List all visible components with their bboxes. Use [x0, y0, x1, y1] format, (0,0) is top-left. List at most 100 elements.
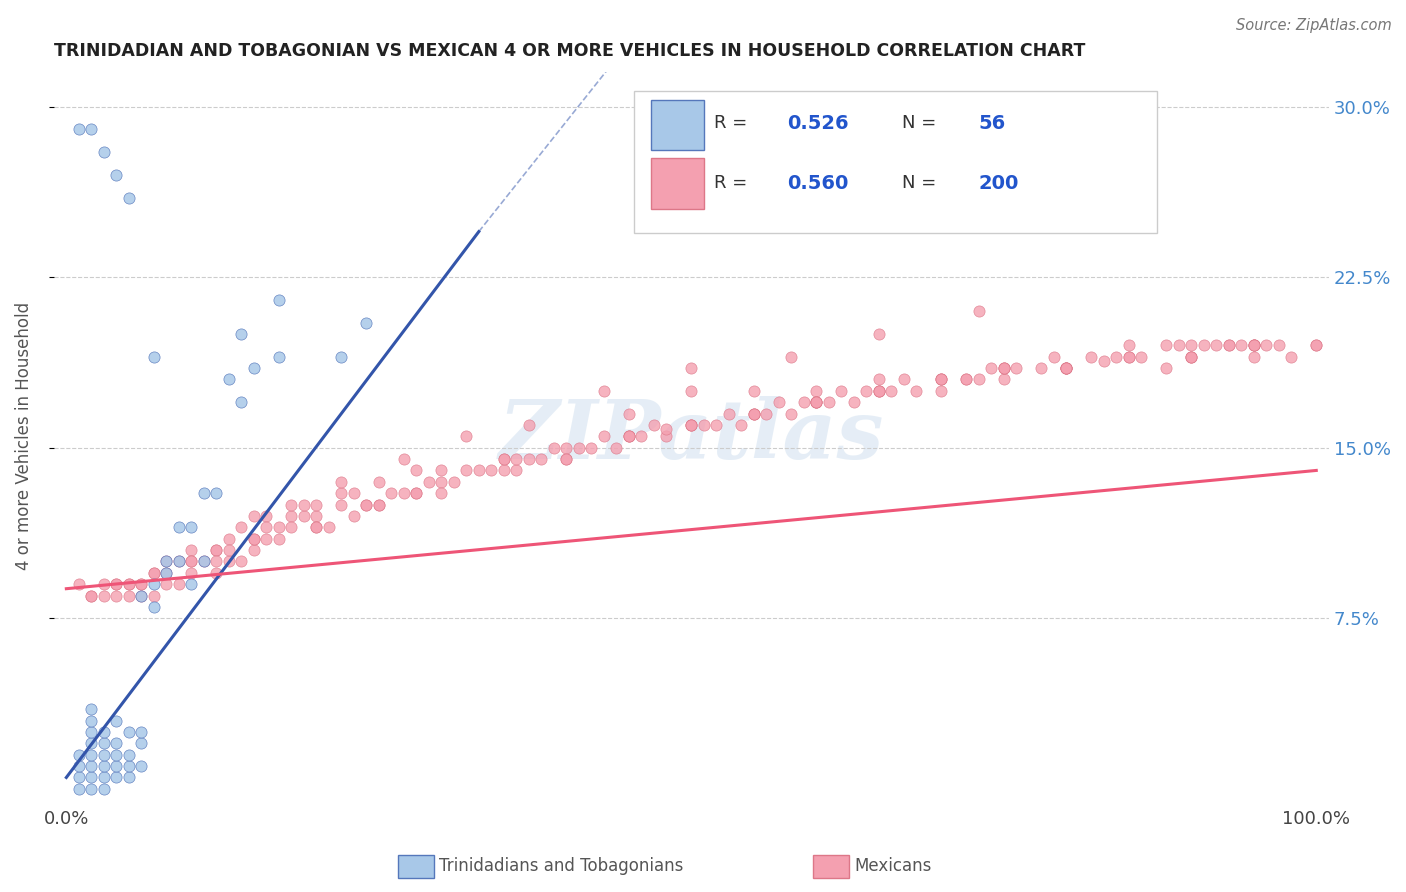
Point	[993, 361, 1015, 376]
Point	[330, 498, 353, 512]
Point	[330, 350, 353, 364]
Point	[1154, 338, 1177, 352]
Text: 0.526: 0.526	[787, 114, 849, 133]
FancyBboxPatch shape	[651, 158, 704, 209]
Point	[356, 498, 378, 512]
Point	[617, 429, 640, 443]
Point	[292, 508, 315, 523]
Point	[693, 417, 716, 432]
Point	[80, 589, 103, 603]
Point	[267, 350, 290, 364]
Point	[131, 589, 153, 603]
Point	[93, 577, 115, 591]
Point	[193, 554, 215, 568]
Text: 0.560: 0.560	[787, 174, 848, 193]
Point	[655, 423, 678, 437]
Point	[842, 395, 865, 409]
Point	[555, 441, 578, 455]
Point	[905, 384, 928, 398]
Text: ZIPatlas: ZIPatlas	[499, 396, 884, 476]
Point	[1092, 354, 1115, 368]
Point	[180, 554, 202, 568]
Point	[617, 429, 640, 443]
Point	[1054, 361, 1077, 376]
Point	[980, 361, 1002, 376]
Point	[1080, 350, 1102, 364]
Point	[118, 771, 141, 785]
Point	[80, 714, 103, 728]
Point	[180, 566, 202, 580]
Point	[456, 463, 478, 477]
Point	[305, 508, 328, 523]
Point	[868, 384, 890, 398]
Point	[93, 736, 115, 750]
Point	[555, 452, 578, 467]
Point	[292, 498, 315, 512]
Point	[868, 384, 890, 398]
Point	[67, 747, 90, 762]
Point	[1279, 350, 1302, 364]
Point	[430, 475, 453, 489]
Point	[1118, 350, 1140, 364]
Point	[505, 452, 527, 467]
Point	[142, 589, 165, 603]
Point	[218, 532, 240, 546]
Point	[1243, 338, 1265, 352]
Point	[479, 463, 502, 477]
Text: TRINIDADIAN AND TOBAGONIAN VS MEXICAN 4 OR MORE VEHICLES IN HOUSEHOLD CORRELATIO: TRINIDADIAN AND TOBAGONIAN VS MEXICAN 4 …	[53, 42, 1085, 60]
Point	[1205, 338, 1227, 352]
Point	[855, 384, 877, 398]
Point	[1180, 350, 1202, 364]
Text: 56: 56	[979, 114, 1005, 133]
Point	[967, 372, 990, 386]
Point	[730, 417, 752, 432]
Point	[93, 771, 115, 785]
Point	[118, 577, 141, 591]
Point	[167, 554, 190, 568]
Text: N =: N =	[901, 174, 942, 192]
Point	[80, 781, 103, 796]
Point	[893, 372, 915, 386]
Point	[405, 463, 427, 477]
Text: Mexicans: Mexicans	[855, 857, 932, 875]
Point	[955, 372, 977, 386]
Point	[105, 747, 128, 762]
Point	[218, 554, 240, 568]
Point	[1218, 338, 1240, 352]
Point	[929, 372, 952, 386]
Point	[356, 316, 378, 330]
Point	[1105, 350, 1128, 364]
Point	[993, 372, 1015, 386]
Point	[131, 759, 153, 773]
Point	[254, 508, 277, 523]
Point	[155, 554, 177, 568]
Point	[780, 407, 803, 421]
Point	[880, 384, 903, 398]
Point	[167, 520, 190, 534]
Point	[131, 577, 153, 591]
Point	[155, 566, 177, 580]
Point	[180, 543, 202, 558]
Point	[330, 475, 353, 489]
Point	[267, 520, 290, 534]
Point	[80, 759, 103, 773]
Point	[142, 566, 165, 580]
Point	[343, 486, 366, 500]
Point	[243, 508, 266, 523]
Point	[205, 543, 228, 558]
Point	[267, 293, 290, 307]
FancyBboxPatch shape	[651, 100, 704, 150]
Point	[205, 486, 228, 500]
Point	[67, 781, 90, 796]
Point	[630, 429, 652, 443]
Point	[505, 463, 527, 477]
Text: R =: R =	[714, 174, 754, 192]
Point	[205, 554, 228, 568]
Point	[367, 498, 389, 512]
Point	[929, 372, 952, 386]
Point	[617, 407, 640, 421]
Point	[330, 486, 353, 500]
Point	[193, 554, 215, 568]
Point	[367, 498, 389, 512]
Point	[380, 486, 402, 500]
